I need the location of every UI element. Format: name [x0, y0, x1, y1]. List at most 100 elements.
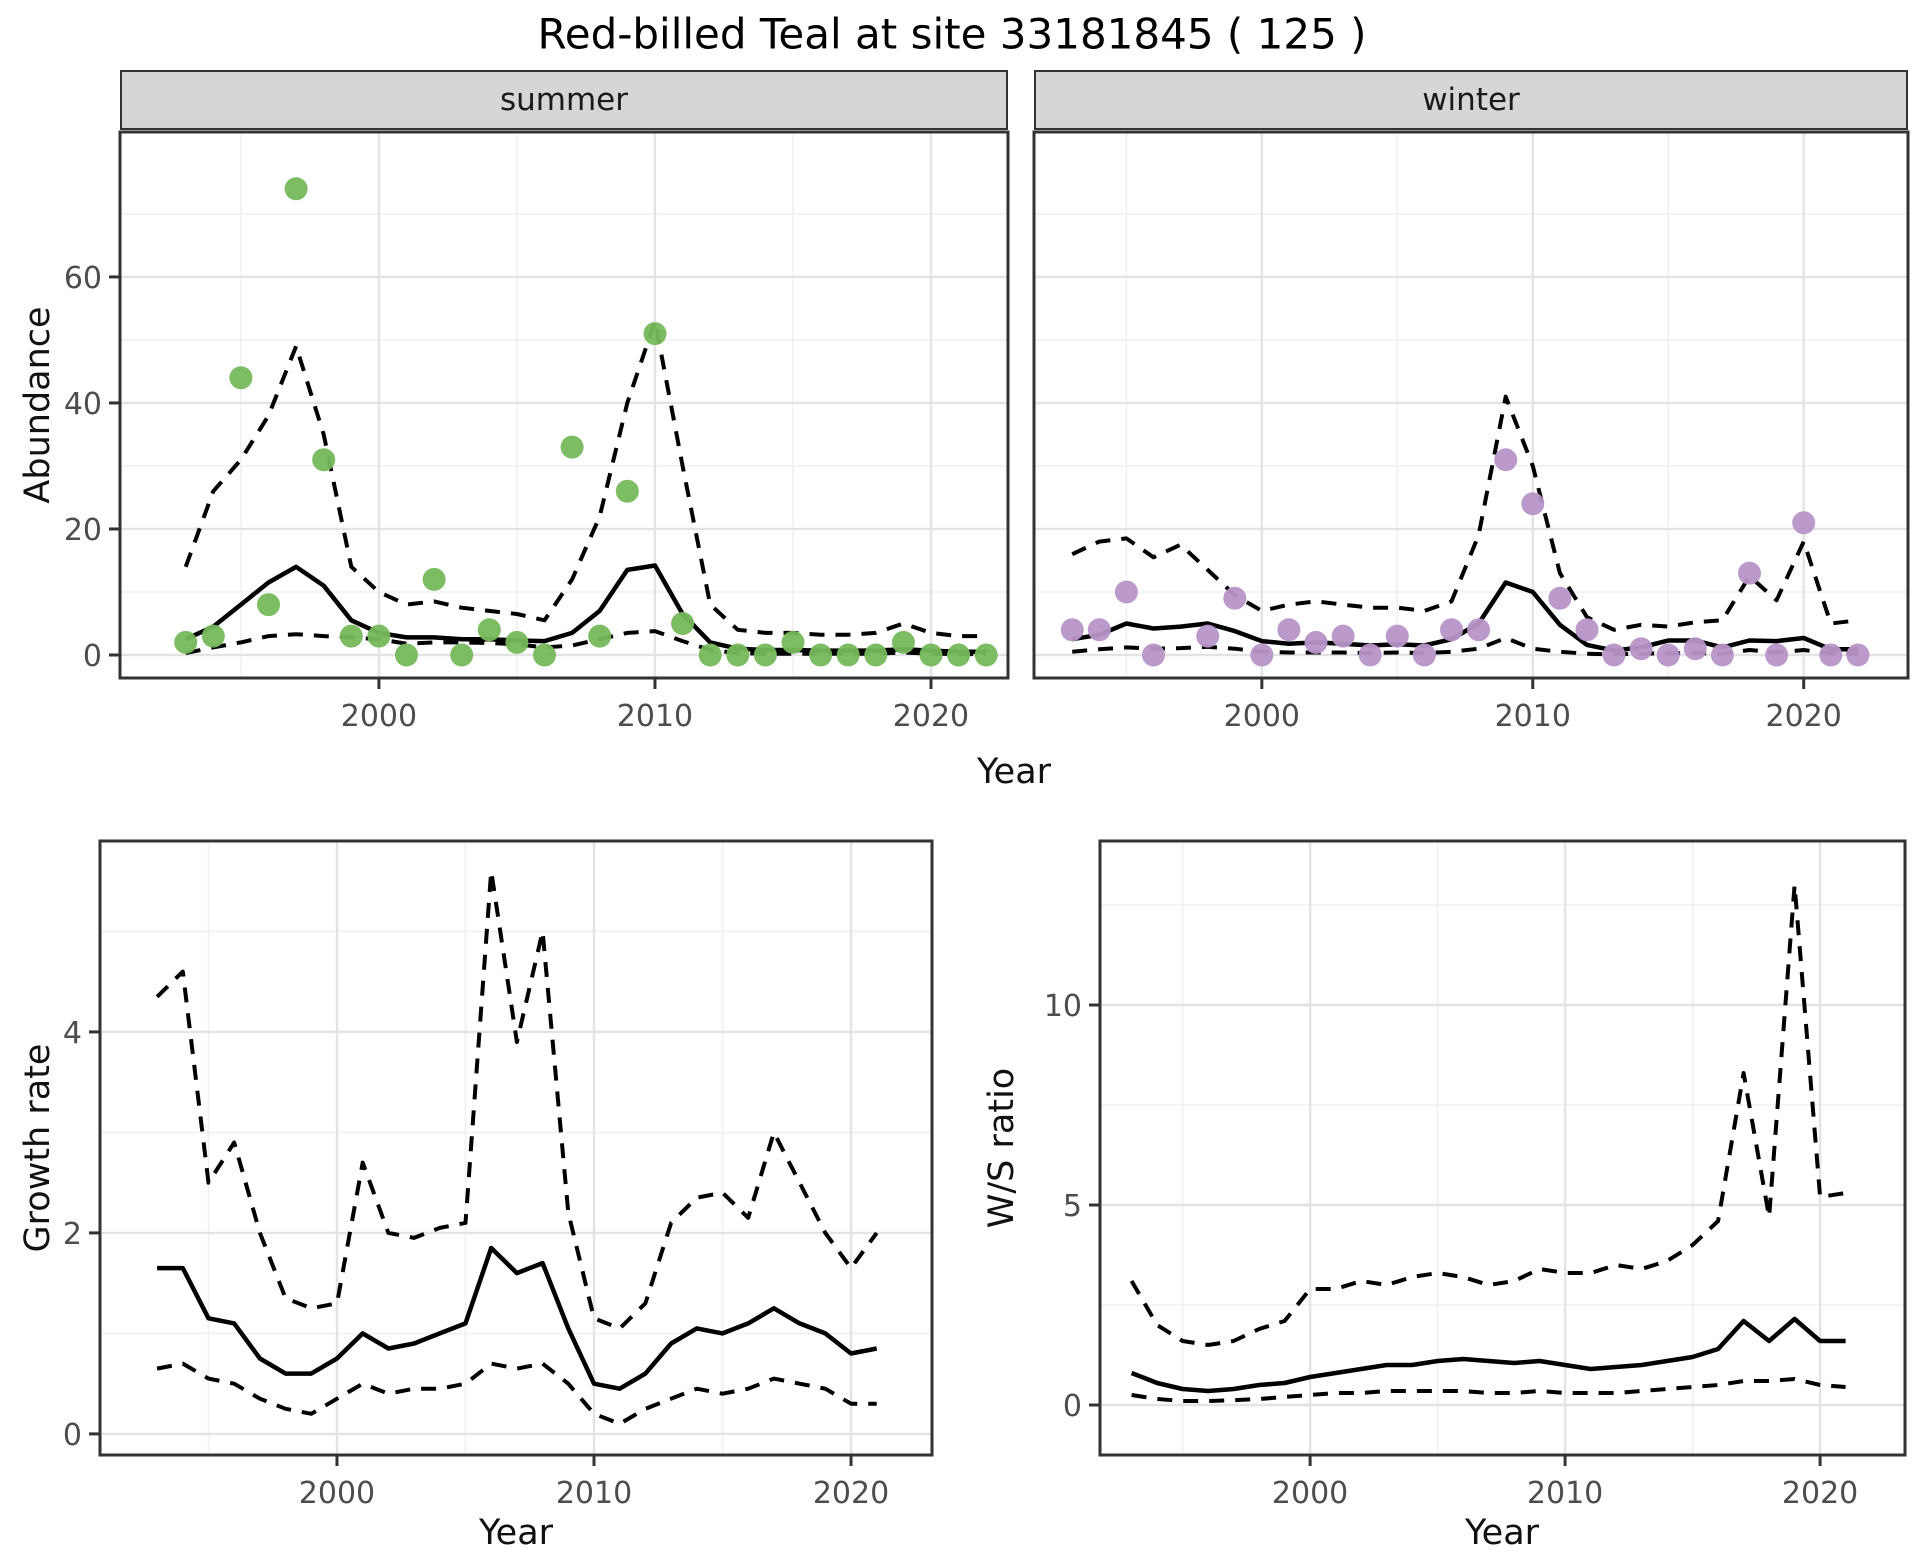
- y-axis-title-abundance: Abundance: [18, 306, 58, 504]
- data-point: [1521, 492, 1545, 516]
- series-fit-line: [184, 563, 987, 655]
- series-upper_ci-line: [1071, 394, 1859, 632]
- data-point: [1467, 618, 1491, 642]
- data-point: [174, 630, 198, 654]
- panel-border: [1032, 130, 1910, 680]
- x-tick-label: 2010: [1527, 1476, 1603, 1511]
- y-tick-label: 0: [1063, 1389, 1082, 1424]
- data-point: [1114, 580, 1138, 604]
- axis-ticks: 2000 2010 2020 0 5 10: [1044, 989, 1858, 1511]
- x-tick-label: 2010: [1495, 699, 1571, 734]
- data-point: [974, 643, 998, 667]
- axis-ticks: 2000 2010 2020: [1224, 678, 1842, 734]
- x-tick-label: 2000: [341, 699, 417, 734]
- x-tick-label: 2020: [893, 699, 969, 734]
- x-tick-label: 2000: [1272, 1476, 1348, 1511]
- panel-growth: 2000 2010 2020 0 2 4: [63, 839, 934, 1511]
- data-point: [919, 643, 943, 667]
- data-point: [533, 643, 556, 667]
- data-point: [1358, 643, 1382, 667]
- data-point: [257, 593, 280, 617]
- panel-border: [118, 130, 1010, 680]
- facet-strip-summer: summer: [120, 70, 1008, 130]
- data-point: [836, 643, 860, 667]
- data-point: [726, 643, 750, 667]
- data-point: [864, 643, 888, 667]
- data-point: [588, 624, 612, 648]
- x-tick-label: 2000: [299, 1476, 375, 1511]
- panel-ws: 2000 2010 2020 0 5 10: [1044, 839, 1907, 1511]
- chart-title: Red-billed Teal at site 33181845 ( 125 ): [537, 9, 1367, 59]
- observation-points: [174, 177, 998, 667]
- x-axis-title-year-ws: Year: [1464, 1513, 1540, 1553]
- gridlines: [100, 841, 932, 1455]
- y-tick-label: 0: [63, 1418, 82, 1453]
- data-point: [1223, 586, 1247, 610]
- gridlines: [120, 132, 1008, 678]
- data-point: [477, 618, 501, 642]
- data-point: [1142, 643, 1165, 667]
- data-point: [1304, 630, 1328, 654]
- data-point: [1277, 618, 1301, 642]
- data-point: [229, 366, 253, 390]
- data-point: [1412, 643, 1436, 667]
- x-tick-label: 2020: [813, 1476, 889, 1511]
- data-point: [615, 479, 639, 503]
- data-point: [1819, 643, 1843, 667]
- y-tick-label: 60: [64, 261, 102, 296]
- data-point: [1196, 624, 1220, 648]
- data-point: [284, 177, 308, 201]
- y-tick-label: 20: [64, 513, 102, 548]
- observation-points: [1060, 448, 1870, 667]
- data-point: [1710, 643, 1734, 667]
- data-point: [643, 322, 667, 346]
- data-point: [1792, 511, 1816, 535]
- data-point: [671, 612, 695, 635]
- data-point: [947, 643, 971, 667]
- data-point: [1656, 643, 1680, 667]
- data-point: [753, 643, 777, 667]
- y-tick-label: 0: [83, 639, 102, 674]
- panel-border: [1098, 839, 1907, 1457]
- data-point: [1087, 618, 1111, 642]
- data-point: [1629, 637, 1653, 661]
- data-point: [1575, 618, 1599, 642]
- data-point: [560, 435, 584, 459]
- data-point: [450, 643, 474, 667]
- y-axis-title-ws-ratio: W/S ratio: [982, 1067, 1022, 1229]
- data-point: [809, 643, 833, 667]
- data-point: [1060, 618, 1084, 642]
- x-axis-title-year-growth: Year: [478, 1513, 554, 1553]
- data-point: [698, 643, 722, 667]
- x-tick-label: 2020: [1782, 1476, 1858, 1511]
- data-point: [339, 624, 363, 648]
- data-point: [505, 630, 529, 654]
- y-tick-label: 4: [63, 1016, 82, 1051]
- data-point: [1683, 637, 1707, 661]
- y-tick-label: 5: [1063, 1189, 1082, 1224]
- data-point: [1765, 643, 1789, 667]
- data-point: [1331, 624, 1355, 648]
- y-tick-label: 40: [64, 387, 102, 422]
- x-tick-label: 2010: [617, 699, 693, 734]
- data-point: [1385, 624, 1409, 648]
- panel-ab_summer: 2000 2010 2020 0 20 40 60: [64, 130, 1010, 734]
- facet-strip-winter: winter: [1034, 70, 1908, 130]
- data-point: [201, 624, 225, 648]
- series-upper_ci-line: [183, 319, 987, 639]
- data-point: [781, 630, 805, 654]
- y-axis-title-growth-rate: Growth rate: [18, 1043, 58, 1253]
- data-point: [891, 630, 915, 654]
- series-lower_ci-line: [185, 629, 987, 657]
- y-tick-label: 10: [1044, 989, 1082, 1024]
- data-point: [1250, 643, 1274, 667]
- y-tick-label: 2: [63, 1217, 82, 1252]
- x-tick-label: 2010: [556, 1476, 632, 1511]
- data-point: [395, 643, 418, 667]
- series-lower_ci-line: [1072, 636, 1858, 657]
- data-point: [367, 624, 391, 648]
- data-point: [1494, 448, 1518, 472]
- data-point: [1440, 618, 1463, 642]
